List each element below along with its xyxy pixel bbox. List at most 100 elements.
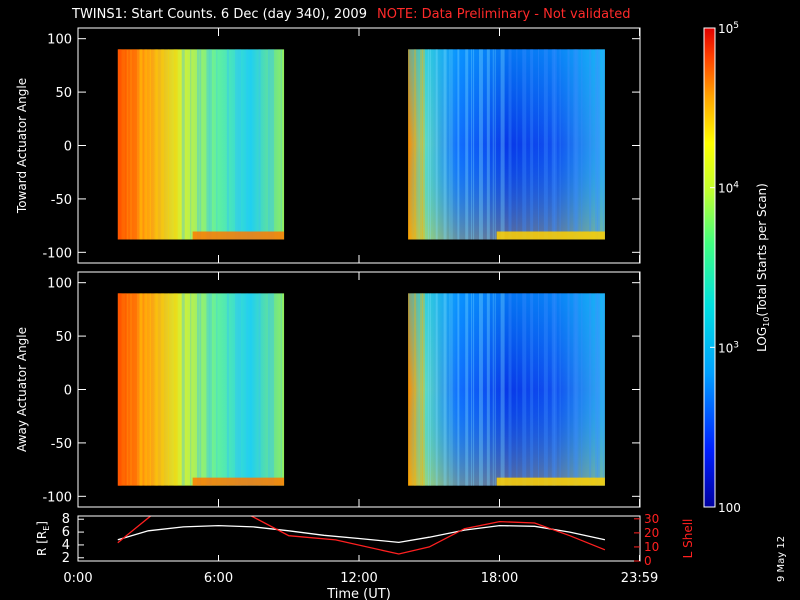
data-streak <box>429 293 431 486</box>
data-streak <box>181 49 185 240</box>
data-streak <box>119 49 121 240</box>
data-streak <box>206 49 210 240</box>
data-streak <box>131 49 135 240</box>
data-streak <box>421 49 425 240</box>
preliminary-note: NOTE: Data Preliminary - Not validated <box>376 7 631 22</box>
y-axis-label: Toward Actuator Angle <box>15 78 29 214</box>
data-streak <box>154 49 157 240</box>
data-streak <box>121 293 124 486</box>
data-streak <box>139 49 142 240</box>
data-streak <box>408 49 410 240</box>
data-streak <box>443 49 447 240</box>
data-streak <box>408 293 410 486</box>
data-streak <box>486 293 490 486</box>
chart-title: TWINS1: Start Counts. 6 Dec (day 340), 2… <box>72 7 631 22</box>
data-streak <box>516 49 518 240</box>
data-streak <box>199 49 202 240</box>
right-tick-label: 10 <box>644 540 659 554</box>
data-streak <box>457 49 460 240</box>
data-streak <box>208 293 212 486</box>
data-streak <box>427 293 429 486</box>
data-streak <box>516 293 518 486</box>
data-streak <box>173 49 176 240</box>
data-streak <box>478 293 481 486</box>
data-streak <box>451 49 453 240</box>
data-streak <box>135 49 137 240</box>
data-streak <box>216 293 218 486</box>
data-streak <box>206 293 210 486</box>
edge-band <box>192 477 285 486</box>
y-tick-label: -100 <box>42 246 72 261</box>
data-streak <box>427 49 429 240</box>
data-streak <box>161 49 165 240</box>
data-streak <box>148 293 150 486</box>
data-streak <box>140 49 143 240</box>
data-streak <box>119 293 121 486</box>
data-streak <box>235 293 239 486</box>
data-streak <box>235 49 239 240</box>
data-streak <box>149 49 151 240</box>
data-streak <box>134 49 136 240</box>
colorbar-scale <box>703 27 716 508</box>
colorbar-label: LOG10(Total Starts per Scan) <box>755 183 771 352</box>
y-axis-label: Away Actuator Angle <box>15 327 29 452</box>
data-streak <box>149 293 151 486</box>
edge-band <box>496 477 605 486</box>
data-streak <box>134 293 136 486</box>
left-tick-label: 8 <box>62 512 70 527</box>
data-streak <box>545 293 548 486</box>
data-streak <box>237 293 241 486</box>
data-streak <box>595 49 599 240</box>
data-streak <box>465 49 469 240</box>
y-tick-label: 100 <box>47 33 72 48</box>
data-streak <box>522 293 525 486</box>
data-streak <box>414 293 417 486</box>
date-stamp: 9 May 12 <box>776 536 787 582</box>
data-streak <box>271 49 275 240</box>
data-streak <box>537 293 539 486</box>
y-tick-label: 0 <box>64 140 72 155</box>
edge-band <box>192 231 285 240</box>
data-streak <box>553 49 557 240</box>
data-streak <box>168 49 170 240</box>
data-streak <box>471 49 473 240</box>
data-streak <box>575 49 579 240</box>
data-streak <box>237 49 241 240</box>
data-streak <box>524 293 527 486</box>
data-streak <box>522 49 525 240</box>
data-block <box>117 293 285 486</box>
data-block <box>117 49 285 240</box>
x-tick-label: 18:00 <box>481 571 518 586</box>
x-axis-label: Time (UT) <box>326 587 391 600</box>
data-streak <box>128 293 131 486</box>
data-streak <box>117 49 119 240</box>
data-streak <box>429 49 431 240</box>
right-tick-label: 20 <box>644 526 659 540</box>
data-streak <box>119 293 121 486</box>
data-streak <box>144 293 148 486</box>
data-streak <box>500 49 503 240</box>
data-streak <box>473 49 475 240</box>
data-streak <box>117 49 120 240</box>
data-streak <box>581 49 583 240</box>
data-streak <box>492 49 494 240</box>
data-streak <box>140 293 143 486</box>
data-streak <box>543 49 546 240</box>
right-tick-label: 0 <box>644 554 652 568</box>
x-tick-label: 6:00 <box>204 571 233 586</box>
data-streak <box>537 49 539 240</box>
data-streak <box>500 293 503 486</box>
data-streak <box>559 293 561 486</box>
data-streak <box>551 49 555 240</box>
data-streak <box>123 293 127 486</box>
y-tick-label: -50 <box>51 437 72 452</box>
data-block-shade <box>408 49 605 240</box>
data-streak <box>597 293 601 486</box>
data-streak <box>156 293 159 486</box>
y-tick-label: 50 <box>55 330 72 345</box>
radius-line <box>117 524 606 544</box>
data-streak <box>414 49 417 240</box>
data-streak <box>128 49 131 240</box>
heatmap-panel-1: 100 50 0 -50 -100 Toward Actuator Angle <box>15 27 641 264</box>
